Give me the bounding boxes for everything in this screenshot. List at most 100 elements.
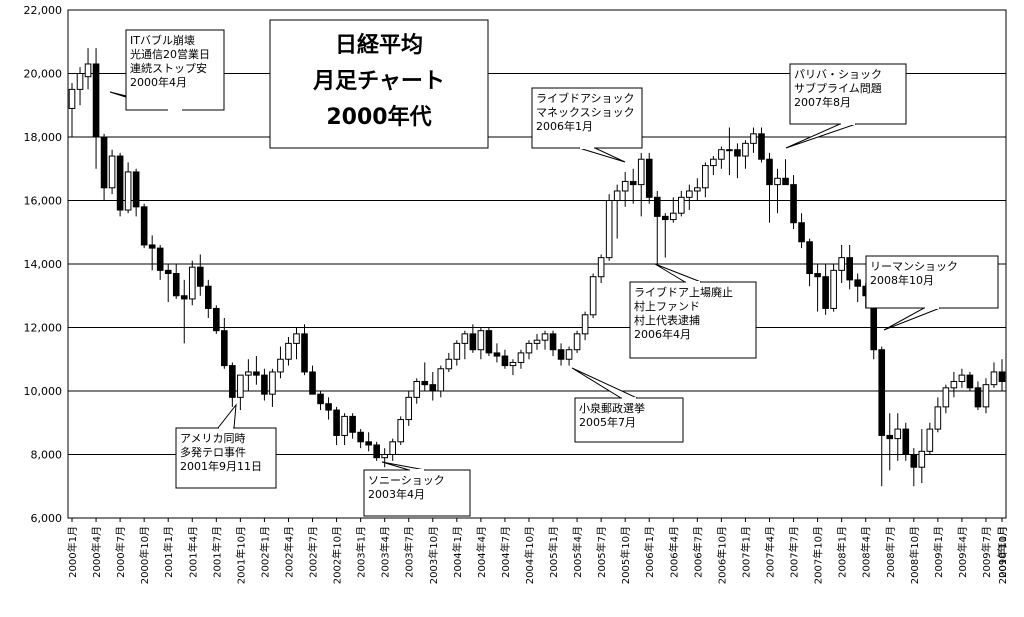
candle-body-up <box>637 158 645 186</box>
candle <box>557 343 565 366</box>
candle <box>798 213 805 249</box>
candle-body-down <box>317 393 324 405</box>
annotations: ITバブル崩壊光通信20営業日連続ストップ安2000年4月アメリカ同時多発テロ事… <box>109 29 999 517</box>
candle-body-down <box>902 428 910 456</box>
annotation-text: ライブドア上場廃止 <box>634 285 733 299</box>
candle <box>605 194 613 261</box>
candle-body-up <box>702 165 709 189</box>
callout-box <box>574 397 684 443</box>
candle <box>397 416 405 445</box>
title-line-2: 月足チャート <box>312 69 445 94</box>
candle-body-down <box>974 387 982 408</box>
candle-body-down <box>180 295 188 300</box>
candle <box>229 362 236 407</box>
x-tick-label: 2002年7月 <box>307 526 320 578</box>
y-tick-label: 16,000 <box>24 195 63 208</box>
candle-body-up <box>188 266 196 300</box>
candle <box>285 337 292 366</box>
candle <box>581 311 589 341</box>
candle <box>164 264 172 303</box>
candle <box>269 368 276 407</box>
candle-body-down <box>116 155 124 211</box>
candle-body-down <box>261 374 268 395</box>
x-tick-label: 2001年4月 <box>186 526 199 578</box>
x-tick-label: 2003年7月 <box>403 526 416 578</box>
candle <box>613 184 621 239</box>
callout-box <box>789 63 907 125</box>
candle-body-up <box>589 276 597 316</box>
candle <box>790 175 797 230</box>
y-tick-label: 18,000 <box>24 131 63 144</box>
callout-box <box>865 255 999 309</box>
candle <box>950 371 958 398</box>
candle <box>469 324 477 353</box>
candle <box>341 413 348 445</box>
candle-body-up <box>461 333 469 344</box>
candle <box>533 333 541 350</box>
callout-pointer <box>654 263 702 283</box>
candle-body-down <box>798 222 805 243</box>
x-tick-label: 2004年10月 <box>523 526 536 584</box>
candle-body-down <box>469 333 477 351</box>
candle <box>637 152 645 217</box>
candle <box>172 264 180 299</box>
candle <box>68 83 76 137</box>
candle-body-down <box>309 371 316 395</box>
candle-body-down <box>790 184 797 224</box>
candle <box>645 152 653 204</box>
candle <box>846 244 853 290</box>
annotation-text: 2000年4月 <box>130 75 187 89</box>
candle-body-down <box>822 276 829 309</box>
candle <box>758 127 765 163</box>
candle <box>742 140 749 169</box>
candle-body-down <box>966 374 974 389</box>
x-tick-label: 2007年10月 <box>812 526 825 584</box>
candle <box>702 162 709 198</box>
candle <box>381 448 388 468</box>
candle <box>100 133 108 201</box>
candle <box>445 352 453 372</box>
callout-pointer <box>785 123 857 149</box>
candle-body-down <box>485 330 493 354</box>
x-tick-label: 2009年10月 <box>996 526 1009 584</box>
x-tick-label: 2005年7月 <box>595 526 608 578</box>
candle-body-down <box>92 63 100 138</box>
candle <box>653 190 661 264</box>
candle-body-down <box>325 403 332 411</box>
candle-body-down <box>172 273 180 297</box>
x-tick-label: 2006年10月 <box>715 526 728 584</box>
candle-body-up <box>750 133 757 144</box>
x-tick-label: 2005年10月 <box>619 526 632 584</box>
x-tick-label: 2007年7月 <box>788 526 801 578</box>
candle-body-down <box>661 215 669 221</box>
candle <box>774 168 781 214</box>
x-tick-label: 2000年10月 <box>138 526 151 584</box>
candle <box>878 346 886 487</box>
candle <box>734 143 741 179</box>
candle-body-up <box>605 200 613 259</box>
x-tick-label: 2005年1月 <box>547 526 560 578</box>
candle-body-down <box>429 384 437 392</box>
candle-body-up <box>533 339 541 344</box>
candle <box>958 368 966 388</box>
candle <box>76 67 84 106</box>
candle-body-up <box>830 269 837 309</box>
candle-body-up <box>237 374 244 398</box>
candle <box>84 48 92 90</box>
candle <box>421 362 429 391</box>
candle <box>982 378 990 414</box>
candle-body-down <box>156 247 164 271</box>
candle <box>373 441 380 461</box>
candle-body-up <box>293 333 300 344</box>
candle-body-down <box>854 279 861 287</box>
callout-pointer <box>571 367 638 399</box>
candle <box>357 429 364 449</box>
x-tick-label: 2004年7月 <box>499 526 512 578</box>
candle-body-down <box>196 266 204 287</box>
candle-body-up <box>581 314 589 335</box>
candle <box>934 397 942 433</box>
x-tick-label: 2000年1月 <box>66 526 79 578</box>
